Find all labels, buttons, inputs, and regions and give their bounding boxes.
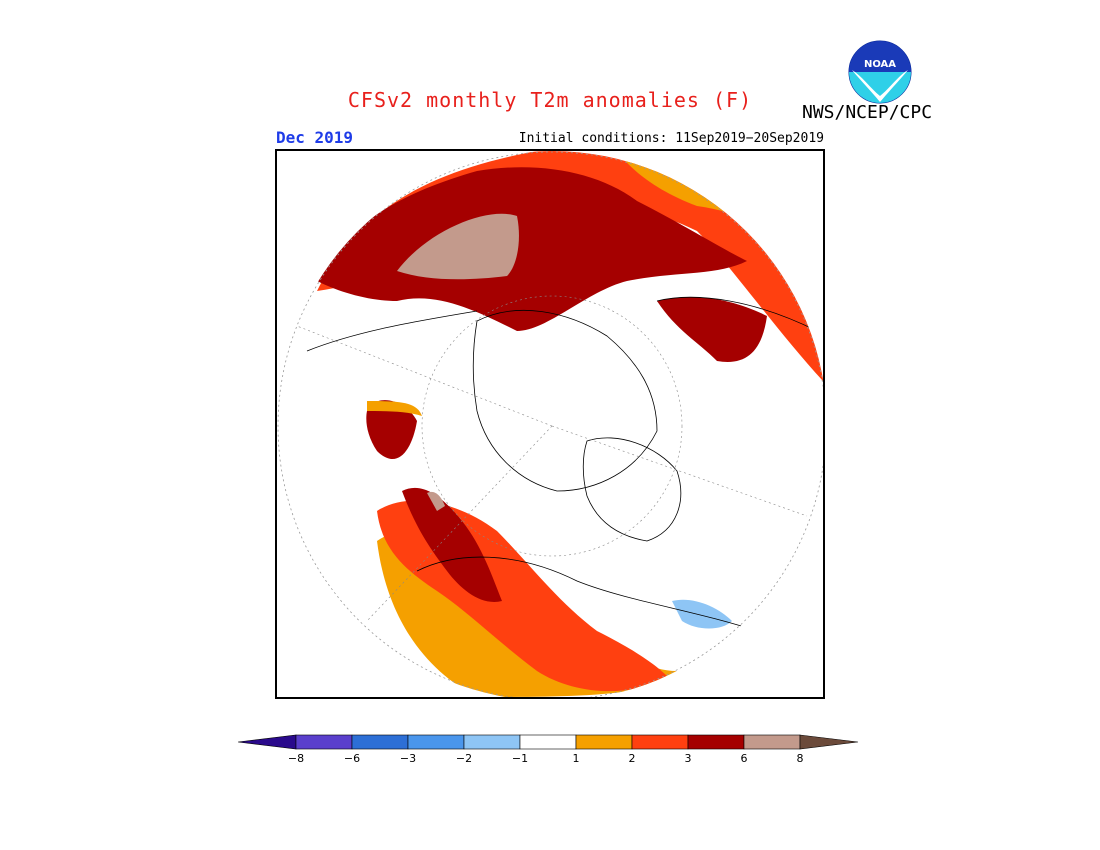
coastline-greenland [582, 437, 682, 542]
colorbar-tick-label: 6 [740, 752, 748, 765]
noaa-logo: NOAA [848, 40, 912, 104]
coastline-arctic [472, 310, 658, 492]
colorbar-tick-label: −8 [287, 752, 305, 765]
colorbar-tick-label: −2 [455, 752, 473, 765]
anomaly-region-greenland-gold [367, 401, 422, 416]
svg-text:NOAA: NOAA [864, 59, 896, 70]
colorbar-swatch [743, 734, 801, 750]
anomaly-region-greenland-darkred [366, 400, 417, 460]
colorbar-arrow-low [238, 734, 297, 750]
anomaly-region-alaska-darkred [402, 487, 502, 602]
agency-label: NWS/NCEP/CPC [802, 102, 933, 123]
colorbar-swatch [351, 734, 409, 750]
coastline-eurasia [306, 296, 818, 352]
colorbar-tick-label: −3 [399, 752, 417, 765]
colorbar-tick-label: −6 [343, 752, 361, 765]
colorbar-swatch [519, 734, 577, 750]
colorbar-arrow-high [799, 734, 859, 750]
colorbar-swatch [687, 734, 745, 750]
map-frame [275, 149, 827, 701]
colorbar-swatch [295, 734, 353, 750]
colorbar-tick-label: 8 [796, 752, 804, 765]
anomaly-region-europe-darkred [657, 296, 767, 362]
colorbar-tick-label: 2 [628, 752, 636, 765]
colorbar-swatch [407, 734, 465, 750]
polar-map [277, 151, 827, 701]
chart-title: CFSv2 monthly T2m anomalies (F) [347, 88, 753, 112]
colorbar-swatch [575, 734, 633, 750]
anomaly-region-alaska-tan [427, 491, 445, 511]
anomaly-region-siberia-tan [397, 213, 519, 280]
colorbar-swatch [631, 734, 689, 750]
colorbar-tick-label: −1 [511, 752, 529, 765]
anomaly-region-hudson-bay-blue [672, 599, 732, 629]
initial-conditions-label: Initial conditions: 11Sep2019−20Sep2019 [518, 131, 824, 146]
colorbar-tick-label: 3 [684, 752, 692, 765]
colorbar-swatch [463, 734, 521, 750]
colorbar [238, 734, 859, 750]
anomaly-region-eurasia-darkred [317, 167, 747, 331]
valid-month-label: Dec 2019 [276, 128, 354, 147]
colorbar-tick-label: 1 [572, 752, 580, 765]
